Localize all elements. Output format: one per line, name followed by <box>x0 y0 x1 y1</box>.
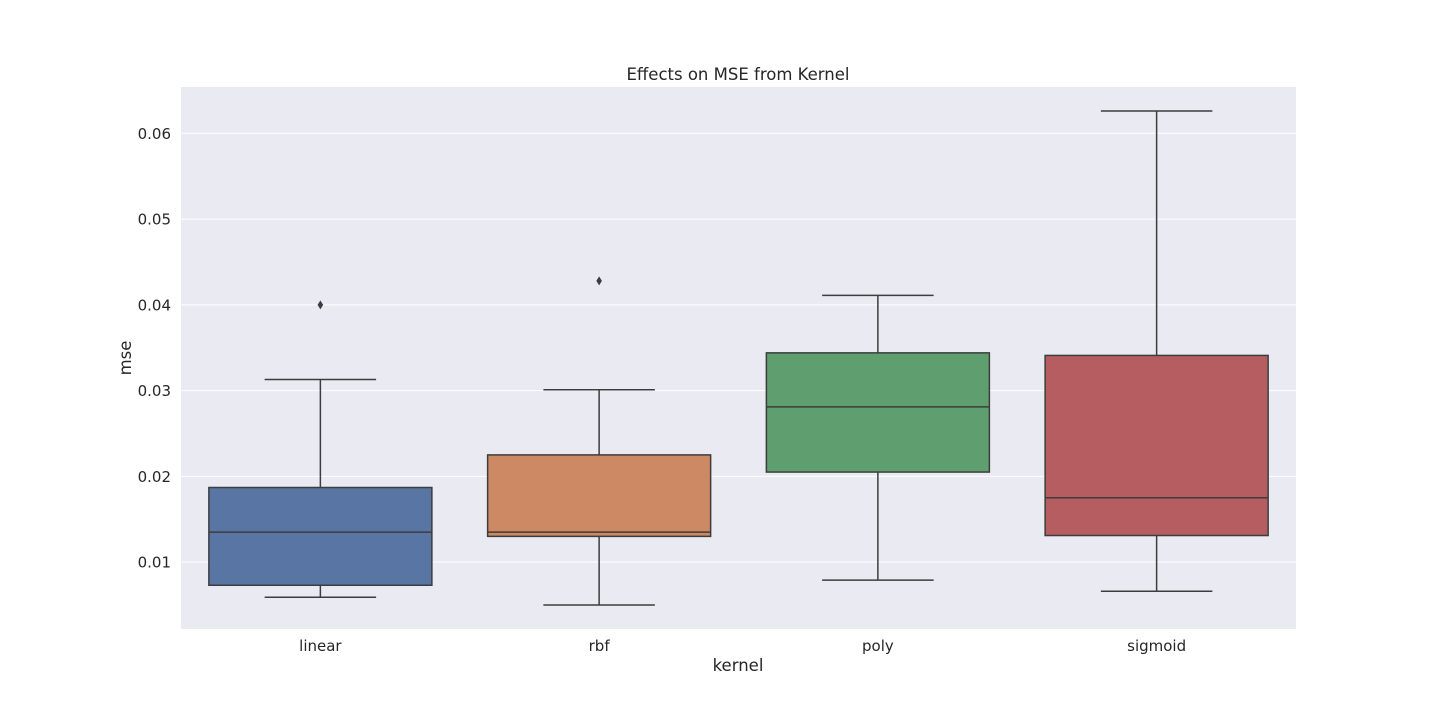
x-tick-label: sigmoid <box>1127 637 1186 655</box>
x-tick-labels: linear rbf poly sigmoid <box>299 637 1186 655</box>
chart-title: Effects on MSE from Kernel <box>627 65 850 84</box>
y-tick-label: 0.03 <box>138 382 171 400</box>
outlier-point <box>317 300 324 310</box>
boxes <box>208 110 1269 606</box>
y-tick-label: 0.04 <box>138 296 171 314</box>
y-tick-label: 0.06 <box>138 125 171 143</box>
x-tick-label: poly <box>862 637 894 655</box>
box-poly <box>765 294 991 581</box>
iqr-box <box>486 454 712 538</box>
y-tick-label: 0.01 <box>138 554 171 572</box>
iqr-box <box>765 352 991 473</box>
box-sigmoid <box>1044 110 1269 593</box>
iqr-box <box>1044 354 1269 537</box>
x-tick-label: linear <box>299 637 342 655</box>
box-rbf <box>486 276 712 606</box>
x-axis-title: kernel <box>713 656 764 675</box>
y-tick-labels: 0.01 0.02 0.03 0.04 0.05 0.06 <box>138 125 171 572</box>
y-tick-label: 0.02 <box>138 468 171 486</box>
x-tick-label: rbf <box>589 637 611 655</box>
outlier-point <box>596 276 602 286</box>
y-tick-label: 0.05 <box>138 211 171 229</box>
y-axis-title: mse <box>116 341 135 376</box>
iqr-box <box>208 486 433 587</box>
box-linear <box>208 300 433 599</box>
